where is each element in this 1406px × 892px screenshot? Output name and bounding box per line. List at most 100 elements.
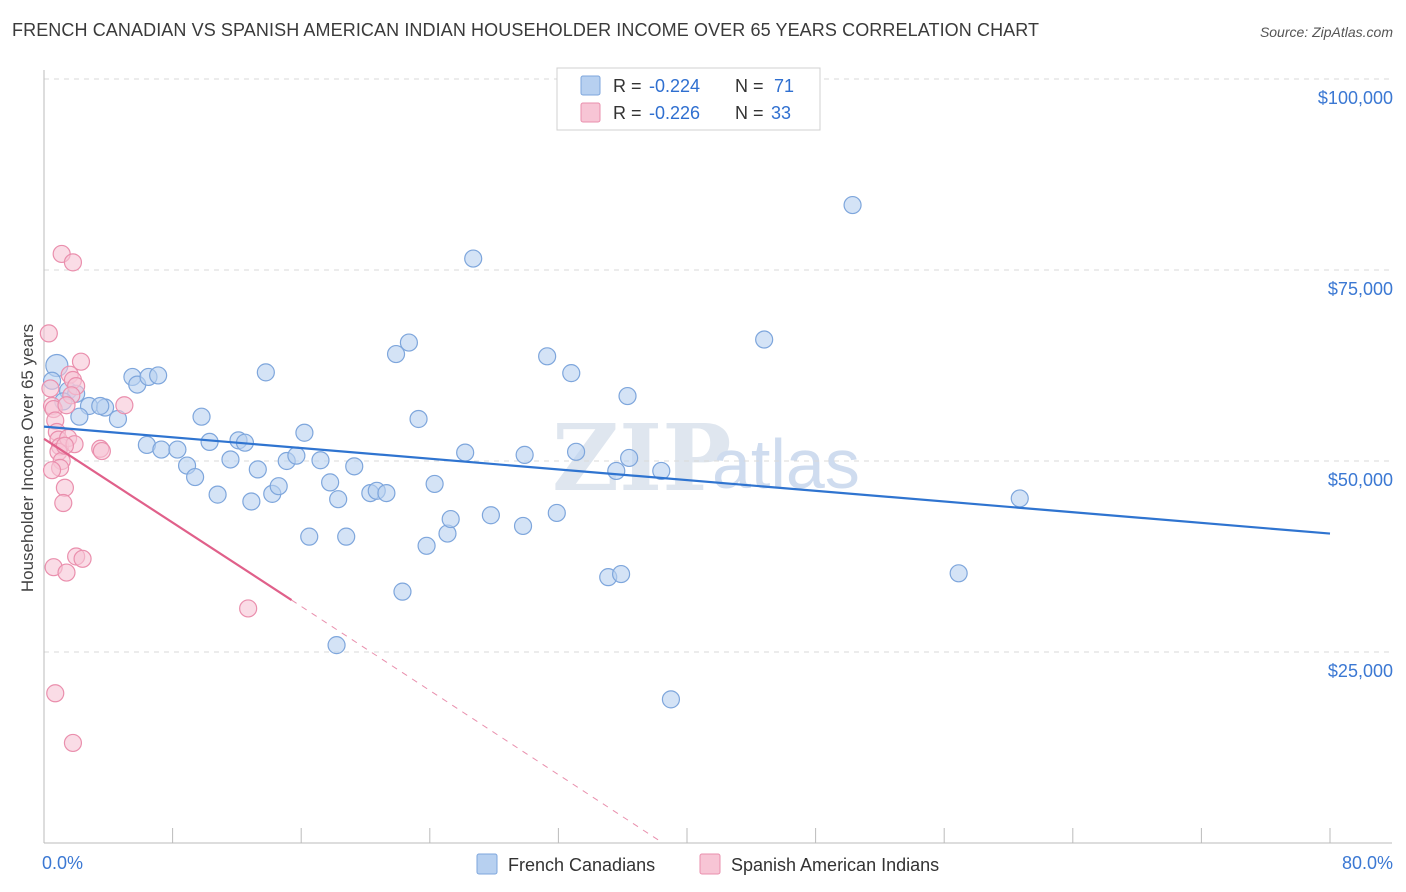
french-canadians-point bbox=[192, 407, 211, 426]
spanish-american-indians-point bbox=[42, 461, 62, 480]
french-canadians-point bbox=[661, 690, 681, 709]
legend-r-value-1: -0.224 bbox=[649, 76, 700, 96]
spanish-american-indians-point bbox=[71, 352, 91, 371]
legend-r-label-2: R = bbox=[613, 103, 647, 123]
spanish-american-indians-point bbox=[63, 253, 83, 272]
spanish-american-indians-point bbox=[92, 441, 111, 461]
bottom-legend-label-french-canadians: French Canadians bbox=[508, 855, 655, 875]
french-canadians-point bbox=[620, 448, 639, 468]
spanish-american-indians-point bbox=[39, 324, 58, 343]
y-tick-label-75000: $75,000 bbox=[1328, 279, 1393, 299]
french-canadians-point bbox=[547, 503, 566, 523]
y-tick-label-50000: $50,000 bbox=[1328, 470, 1393, 490]
french-canadians-point bbox=[70, 407, 89, 426]
french-canadians-points bbox=[42, 195, 1029, 709]
bottom-legend-swatch-spanish-american-indians bbox=[699, 853, 721, 875]
legend-swatch-spanish-american-indians bbox=[580, 102, 601, 123]
french-canadians-point bbox=[393, 582, 412, 601]
y-tick-labels: $25,000 $50,000 $75,000 $100,000 bbox=[1318, 88, 1393, 681]
bottom-legend-swatch-french-canadians bbox=[476, 853, 498, 875]
french-canadians-point bbox=[652, 461, 671, 481]
spanish-american-indians-point bbox=[41, 379, 60, 398]
spanish-american-indians-point bbox=[115, 396, 134, 415]
french-canadians-point bbox=[295, 423, 314, 442]
trend-lines bbox=[43, 425, 1331, 844]
spanish-american-indians-points bbox=[39, 244, 258, 753]
bottom-legend-label-spanish-american-indians: Spanish American Indians bbox=[731, 855, 939, 875]
legend-box bbox=[556, 67, 821, 131]
french-canadians-point bbox=[607, 461, 626, 481]
spanish-american-indians-trend-extension bbox=[291, 599, 664, 844]
french-canadians-point bbox=[386, 344, 406, 364]
french-canadians-point bbox=[311, 451, 330, 470]
french-canadians-point bbox=[256, 363, 275, 382]
y-tick-label-25000: $25,000 bbox=[1328, 661, 1393, 681]
legend-r-label-1: R = bbox=[613, 76, 647, 96]
x-tick-label-max: 80.0% bbox=[1342, 853, 1393, 873]
x-tick-label-min: 0.0% bbox=[42, 853, 83, 873]
legend-n-value-2: 33 bbox=[771, 103, 791, 123]
french-canadians-point bbox=[269, 477, 288, 496]
french-canadians-point bbox=[168, 440, 187, 459]
french-canadians-point bbox=[562, 364, 581, 383]
french-canadians-point bbox=[221, 450, 240, 469]
horizontal-gridlines bbox=[44, 78, 1392, 653]
french-canadians-point bbox=[186, 467, 205, 487]
x-axis-ticks bbox=[43, 828, 1331, 843]
french-canadians-point bbox=[377, 483, 396, 503]
legend-swatch-french-canadians bbox=[580, 75, 601, 96]
french-canadians-point bbox=[843, 195, 862, 215]
french-canadians-point bbox=[152, 440, 171, 459]
french-canadians-point bbox=[417, 536, 436, 555]
french-canadians-point bbox=[456, 443, 475, 462]
french-canadians-point bbox=[149, 366, 168, 385]
french-canadians-point bbox=[464, 249, 483, 268]
french-canadians-point bbox=[515, 445, 534, 464]
french-canadians-point bbox=[287, 446, 306, 465]
french-canadians-point bbox=[611, 564, 631, 584]
watermark-atlas: atlas bbox=[712, 425, 860, 503]
french-canadians-point bbox=[1010, 489, 1029, 508]
chart-source: Source: ZipAtlas.com bbox=[1259, 24, 1393, 40]
spanish-american-indians-point bbox=[57, 396, 76, 415]
spanish-american-indians-point bbox=[63, 733, 83, 753]
french-canadians-point bbox=[949, 564, 968, 583]
y-axis-label: Householder Income Over 65 years bbox=[18, 324, 37, 592]
french-canadians-point bbox=[441, 509, 460, 529]
french-canadians-point bbox=[345, 457, 364, 476]
french-canadians-point bbox=[337, 527, 356, 546]
french-canadians-point bbox=[409, 409, 428, 429]
french-canadians-trend-line bbox=[43, 425, 1331, 535]
french-canadians-point bbox=[300, 527, 319, 546]
french-canadians-point bbox=[208, 485, 227, 504]
spanish-american-indians-trend-line bbox=[43, 437, 293, 601]
french-canadians-point bbox=[513, 516, 533, 536]
correlation-legend: R = -0.224 N = 71 R = -0.226 N = 33 bbox=[556, 67, 821, 131]
french-canadians-point bbox=[91, 396, 110, 416]
spanish-american-indians-point bbox=[55, 478, 74, 497]
french-canadians-point bbox=[538, 347, 557, 366]
french-canadians-point bbox=[425, 474, 444, 494]
chart-title: FRENCH CANADIAN VS SPANISH AMERICAN INDI… bbox=[12, 20, 1040, 40]
french-canadians-point bbox=[248, 460, 267, 479]
legend-n-label-1: N = bbox=[735, 76, 769, 96]
y-tick-label-100000: $100,000 bbox=[1318, 88, 1393, 108]
spanish-american-indians-point bbox=[46, 684, 65, 703]
legend-n-value-1: 71 bbox=[774, 76, 794, 96]
french-canadians-point bbox=[566, 442, 586, 461]
french-canadians-point bbox=[327, 636, 346, 655]
legend-n-label-2: N = bbox=[735, 103, 769, 123]
legend-r-value-2: -0.226 bbox=[649, 103, 700, 123]
french-canadians-point bbox=[321, 473, 340, 492]
french-canadians-point bbox=[242, 492, 261, 511]
spanish-american-indians-point bbox=[57, 563, 76, 582]
spanish-american-indians-point bbox=[239, 599, 258, 618]
french-canadians-point bbox=[755, 330, 774, 349]
french-canadians-point bbox=[618, 386, 637, 406]
french-canadians-point bbox=[329, 490, 348, 509]
spanish-american-indians-point bbox=[54, 493, 73, 513]
spanish-american-indians-point bbox=[73, 549, 92, 568]
series-legend: French Canadians Spanish American Indian… bbox=[476, 853, 939, 875]
french-canadians-point bbox=[399, 333, 419, 352]
